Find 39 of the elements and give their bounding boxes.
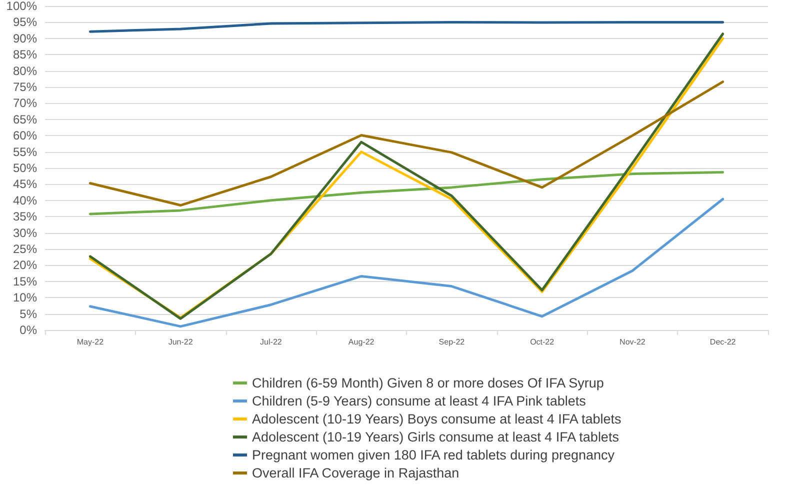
x-tick-label: Jul-22 xyxy=(260,338,282,346)
y-tick-label: 30% xyxy=(12,226,38,240)
x-tick-label: Aug-22 xyxy=(348,338,375,346)
y-tick-label: 70% xyxy=(12,96,38,110)
legend-label: Pregnant women given 180 IFA red tablets during pregnancy xyxy=(252,448,615,462)
x-tick-label: Nov-22 xyxy=(620,338,646,346)
y-tick-label: 25% xyxy=(12,242,38,256)
legend-label: Adolescent (10-19 Years) Girls consume at least 4 IFA tablets xyxy=(252,430,620,444)
y-tick-label: 20% xyxy=(12,258,38,272)
line-series xyxy=(88,198,724,328)
x-tick-label: Oct-22 xyxy=(530,338,555,346)
x-tick-label: Sep-22 xyxy=(438,338,466,346)
y-tick-label: 50% xyxy=(12,161,38,175)
x-tick-label: May-22 xyxy=(76,338,104,346)
x-tick-label: Dec-22 xyxy=(710,338,736,346)
y-tick-label: 60% xyxy=(12,128,38,143)
y-tick-label: 45% xyxy=(12,177,38,192)
y-tick-label: 40% xyxy=(12,193,38,208)
line-series xyxy=(88,170,724,216)
y-tick-label: 35% xyxy=(12,210,38,224)
legend-label: Children (6-59 Month) Given 8 or more doses Of IFA Syrup xyxy=(252,376,604,390)
line-series xyxy=(88,80,724,207)
legend-label: Overall IFA Coverage in Rajasthan xyxy=(252,466,460,480)
line-series xyxy=(88,20,724,33)
legend-label: Children (5-9 Years) consume at least 4 IFA Pink tablets xyxy=(252,394,586,408)
y-tick-label: 80% xyxy=(12,64,38,78)
y-tick-label: 5% xyxy=(20,306,38,321)
y-tick-label: 100% xyxy=(6,0,38,13)
x-tick-label: Jun-22 xyxy=(168,338,194,346)
y-tick-label: 95% xyxy=(12,15,38,30)
y-tick-label: 65% xyxy=(12,112,38,126)
y-tick-label: 10% xyxy=(12,290,38,305)
legend-label: Adolescent (10-19 Years) Boys consume at least 4 IFA tablets xyxy=(252,412,622,426)
y-tick-label: 0% xyxy=(20,323,38,337)
y-tick-label: 85% xyxy=(12,48,38,62)
y-tick-label: 15% xyxy=(12,274,38,288)
y-tick-label: 75% xyxy=(12,80,38,94)
y-tick-label: 90% xyxy=(12,31,38,46)
y-tick-label: 55% xyxy=(12,144,38,159)
